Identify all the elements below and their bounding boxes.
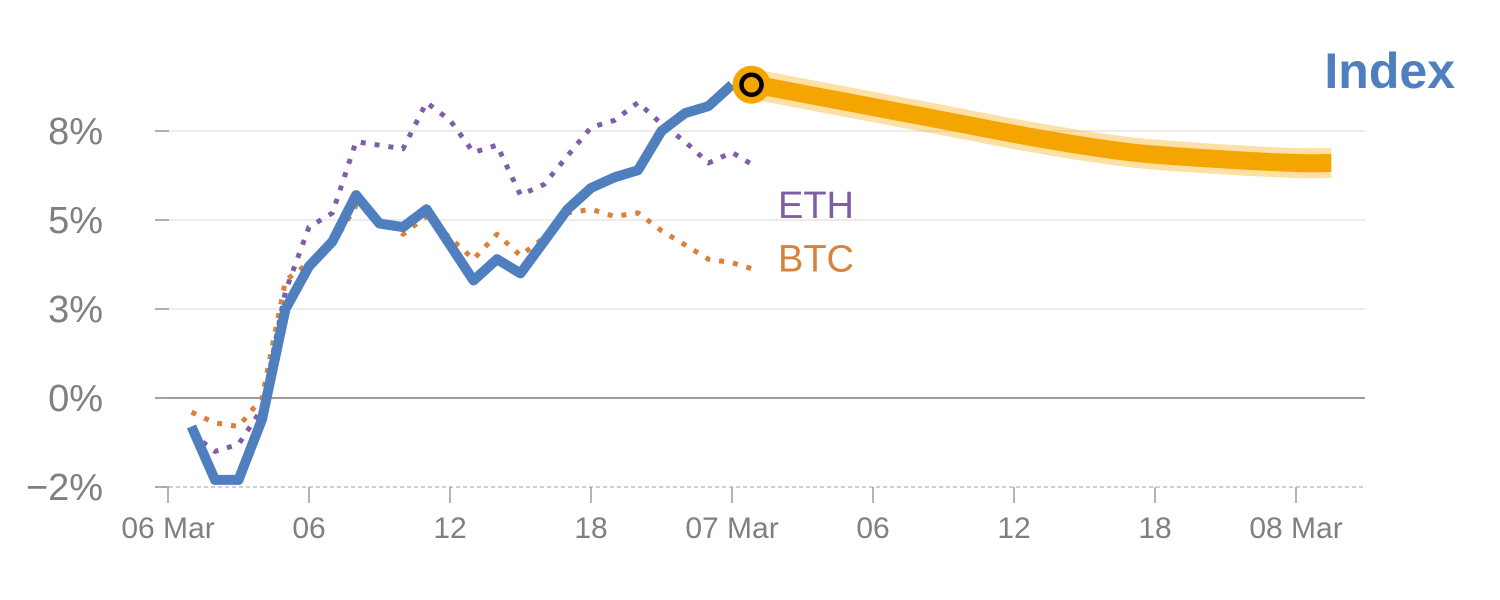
x-tick-label: 08 Mar — [1249, 512, 1342, 545]
series-lines — [186, 65, 1332, 485]
y-tick-label: 5% — [48, 200, 103, 242]
grid-lines — [155, 130, 1365, 310]
y-tick-label: −2% — [26, 467, 103, 509]
labels: −2% 0% 3% 5% 8% 06 Mar 06 12 18 07 Mar 06 12 18 08 Ma… — [26, 111, 1343, 545]
axes — [155, 130, 1365, 503]
x-tick-label: 07 Mar — [685, 512, 778, 545]
latest-point-ring — [739, 72, 764, 97]
x-tick-label: 12 — [433, 512, 466, 545]
series-line-index — [186, 81, 736, 485]
y-tick-label: 8% — [48, 111, 103, 153]
x-tick-label: 06 — [292, 512, 325, 545]
x-tick-label: 06 Mar — [121, 512, 214, 545]
x-tick-label: 18 — [574, 512, 607, 545]
series-label-eth: ETH — [778, 185, 854, 227]
x-tick-label: 18 — [1138, 512, 1171, 545]
series-label-btc: BTC — [778, 239, 854, 281]
series-line-index-forecast — [753, 75, 1332, 173]
x-tick-label: 12 — [997, 512, 1030, 545]
y-tick-label: 0% — [48, 378, 103, 420]
series-line-btc — [190, 203, 757, 429]
x-tick-label: 06 — [856, 512, 889, 545]
chart-title: Index — [1324, 43, 1455, 99]
y-tick-label: 3% — [48, 289, 103, 331]
